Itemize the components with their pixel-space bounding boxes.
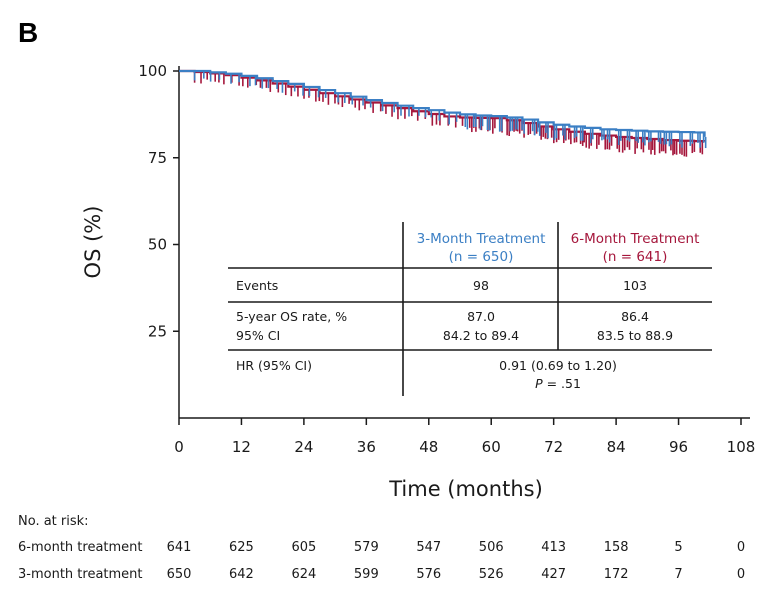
at-risk-table: 6-month treatment 641 625 605 579 547 506 413 15… [18, 540, 745, 582]
at-risk-value: 506 [479, 540, 504, 555]
x-tick-label: 36 [357, 438, 376, 456]
at-risk-value: 624 [291, 567, 316, 582]
at-risk-value: 579 [354, 540, 379, 555]
x-tick-label: 60 [482, 438, 501, 456]
at-risk-value: 0 [737, 540, 745, 555]
header-three-month-n: (n = 650) [449, 249, 514, 265]
p-value: = .51 [543, 376, 581, 391]
y-tick-label: 100 [138, 62, 167, 80]
at-risk-value: 625 [229, 540, 254, 555]
at-risk-value: 427 [541, 567, 566, 582]
at-risk-value: 0 [737, 567, 745, 582]
at-risk-value: 650 [167, 567, 192, 582]
header-three-month: 3-Month Treatment [417, 231, 546, 247]
y-ticks: 25 50 75 100 [138, 62, 179, 340]
header-six-month: 6-Month Treatment [571, 231, 700, 247]
at-risk-value: 7 [674, 567, 682, 582]
x-axis-title: Time (months) [388, 477, 543, 501]
row-os-label: 5-year OS rate, % [236, 309, 347, 324]
inset-table: 3-Month Treatment (n = 650) 6-Month Trea… [228, 222, 712, 396]
at-risk-value: 158 [604, 540, 629, 555]
row-os-six-month: 86.4 [621, 309, 649, 324]
y-tick-label: 25 [148, 322, 167, 340]
at-risk-value: 5 [674, 540, 682, 555]
row-os-ci-label: 95% CI [236, 328, 280, 343]
at-risk-value: 642 [229, 567, 254, 582]
at-risk-row-label: 6-month treatment [18, 540, 143, 555]
at-risk-value: 599 [354, 567, 379, 582]
x-tick-label: 12 [232, 438, 251, 456]
at-risk-value: 576 [416, 567, 441, 582]
row-os-three-month-ci: 84.2 to 89.4 [443, 328, 519, 343]
row-os-three-month: 87.0 [467, 309, 495, 324]
row-hr-label: HR (95% CI) [236, 358, 312, 373]
x-tick-label: 0 [174, 438, 184, 456]
at-risk-title: No. at risk: [18, 514, 89, 529]
header-six-month-n: (n = 641) [603, 249, 668, 265]
row-os-six-month-ci: 83.5 to 88.9 [597, 328, 673, 343]
x-tick-label: 24 [294, 438, 313, 456]
row-events-six-month: 103 [623, 278, 647, 293]
panel-label: B [18, 17, 38, 48]
row-events-three-month: 98 [473, 278, 489, 293]
x-tick-label: 72 [544, 438, 563, 456]
x-tick-label: 96 [669, 438, 688, 456]
censor-marks-three-month [193, 71, 707, 149]
x-tick-label: 84 [607, 438, 626, 456]
y-axis-title: OS (%) [81, 206, 105, 279]
row-events-label: Events [236, 278, 278, 293]
at-risk-value: 172 [604, 567, 629, 582]
p-symbol: P [535, 376, 543, 391]
y-tick-label: 75 [148, 149, 167, 167]
row-hr-value: 0.91 (0.69 to 1.20) [499, 358, 617, 373]
x-tick-label: 48 [419, 438, 438, 456]
at-risk-row-label: 3-month treatment [18, 567, 143, 582]
at-risk-value: 413 [541, 540, 566, 555]
y-tick-label: 50 [148, 236, 167, 254]
at-risk-value: 641 [167, 540, 192, 555]
at-risk-value: 547 [416, 540, 441, 555]
x-ticks: 0 12 24 36 48 60 72 84 96 108 [174, 418, 755, 456]
survival-curves [179, 69, 707, 157]
row-hr-p-value: P = .51 [535, 376, 581, 391]
x-tick-label: 108 [727, 438, 756, 456]
at-risk-value: 605 [291, 540, 316, 555]
at-risk-value: 526 [479, 567, 504, 582]
